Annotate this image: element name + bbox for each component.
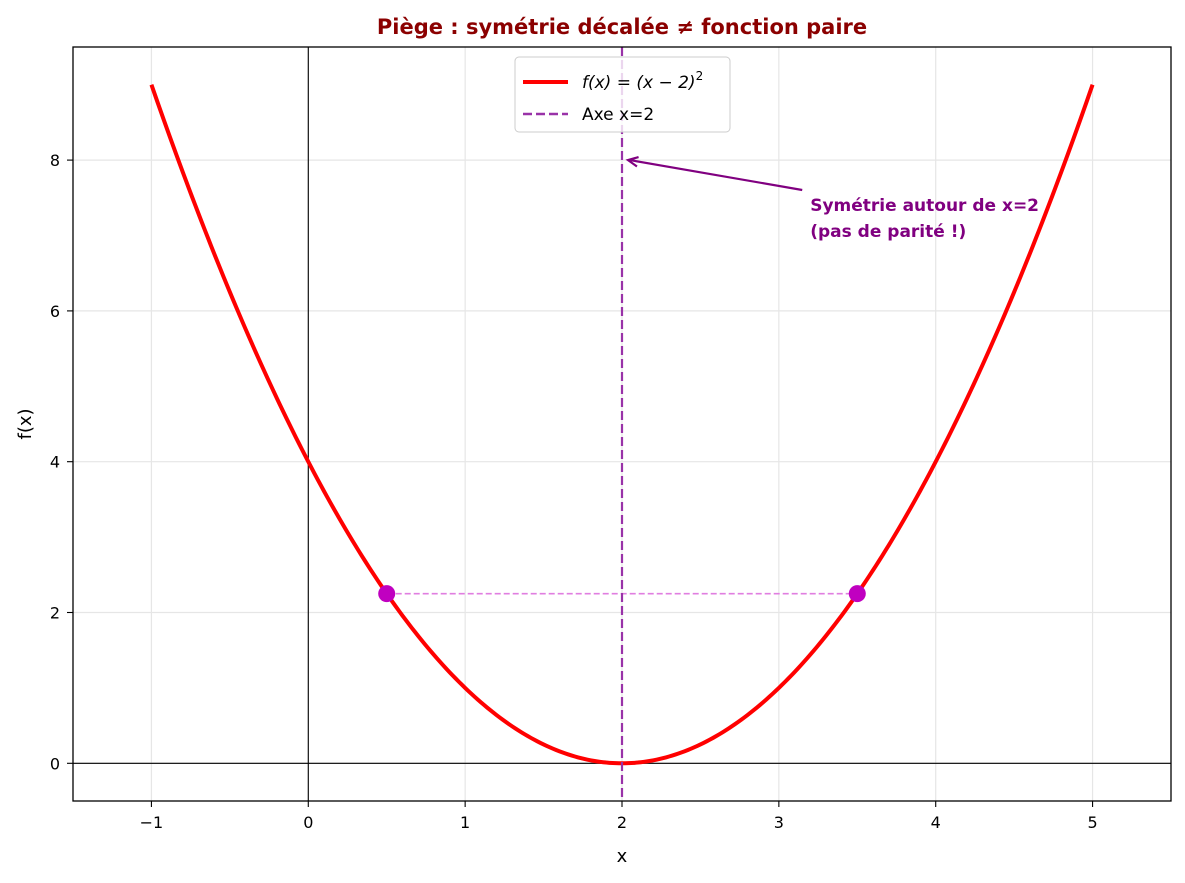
x-tick-label: 5	[1087, 813, 1097, 832]
marker-point	[848, 585, 866, 603]
legend: f(x) = (x − 2)2 Axe x=2	[514, 56, 731, 133]
legend-label-axis: Axe x=2	[582, 105, 654, 125]
x-axis-ticks: −1 0 1 2 3 4 5	[140, 801, 1098, 832]
y-tick-label: 4	[50, 453, 60, 472]
annotation: Symétrie autour de x=2 (pas de parité !)	[625, 156, 1039, 242]
annotation-arrow-head-icon	[625, 156, 639, 168]
y-tick-label: 6	[50, 302, 60, 321]
x-tick-label: −1	[140, 813, 164, 832]
x-tick-label: 3	[774, 813, 784, 832]
y-tick-label: 0	[50, 754, 60, 773]
y-tick-label: 8	[50, 151, 60, 170]
y-axis-label: f(x)	[15, 408, 36, 439]
annotation-arrow-shaft	[629, 159, 803, 192]
marker-point	[378, 585, 396, 603]
x-tick-label: 1	[460, 813, 470, 832]
y-axis-ticks: 0 2 4 6 8	[50, 151, 73, 773]
chart-title: Piège : symétrie décalée ≠ fonction pair…	[377, 15, 867, 39]
legend-label-curve: f(x) = (x − 2)2	[582, 69, 703, 93]
annotation-text-line: Symétrie autour de x=2	[810, 196, 1039, 216]
legend-box	[514, 56, 731, 133]
x-tick-label: 0	[303, 813, 313, 832]
x-tick-label: 2	[617, 813, 627, 832]
symmetric-points	[378, 585, 866, 603]
y-tick-label: 2	[50, 604, 60, 623]
x-tick-label: 4	[931, 813, 941, 832]
x-axis-label: x	[617, 846, 628, 867]
annotation-text-line: (pas de parité !)	[810, 222, 966, 242]
